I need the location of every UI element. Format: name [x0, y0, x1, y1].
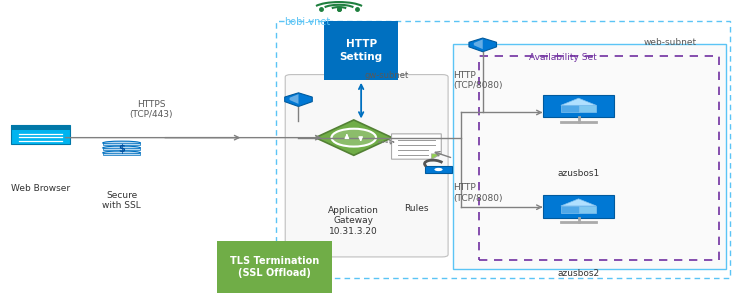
Ellipse shape — [102, 146, 141, 150]
Text: Rules: Rules — [404, 204, 429, 213]
Bar — [324, 21, 398, 80]
Text: Secure
with SSL: Secure with SSL — [102, 191, 141, 210]
Ellipse shape — [102, 141, 141, 145]
Polygon shape — [431, 154, 441, 159]
Text: HTTPS
(TCP/443): HTTPS (TCP/443) — [129, 100, 173, 119]
Bar — [102, 148, 141, 150]
Text: azusbos1: azusbos1 — [557, 169, 600, 178]
Text: Web Browser: Web Browser — [11, 184, 70, 192]
Ellipse shape — [102, 151, 141, 155]
Bar — [102, 153, 141, 155]
Text: TLS Termination
(SSL Offload): TLS Termination (SSL Offload) — [230, 256, 319, 278]
Bar — [425, 166, 452, 173]
Polygon shape — [561, 206, 579, 213]
Polygon shape — [469, 38, 497, 52]
Polygon shape — [315, 120, 392, 155]
Polygon shape — [474, 39, 483, 49]
Circle shape — [330, 128, 377, 147]
Polygon shape — [579, 105, 596, 112]
Text: azusbos2: azusbos2 — [557, 269, 600, 278]
Bar — [102, 143, 141, 145]
Text: HTTP
(TCP/8080): HTTP (TCP/8080) — [453, 183, 503, 203]
Text: $: $ — [118, 144, 125, 155]
Circle shape — [434, 168, 443, 171]
Text: Availability Set: Availability Set — [529, 53, 597, 62]
Text: HTTP
Setting: HTTP Setting — [340, 39, 383, 62]
Text: web-subnet: web-subnet — [643, 38, 696, 47]
Polygon shape — [561, 105, 579, 112]
Text: bobi-vnet: bobi-vnet — [284, 17, 330, 27]
Text: HTTP
(TCP/8080): HTTP (TCP/8080) — [453, 71, 503, 90]
Bar — [276, 21, 730, 278]
Polygon shape — [290, 94, 298, 104]
Polygon shape — [284, 93, 312, 107]
Polygon shape — [579, 206, 596, 213]
Bar — [217, 241, 332, 293]
Polygon shape — [391, 134, 441, 159]
Polygon shape — [561, 98, 596, 105]
Polygon shape — [561, 199, 596, 206]
Bar — [453, 44, 726, 269]
Bar — [543, 95, 614, 118]
Text: gw-subnet: gw-subnet — [365, 71, 409, 80]
Bar — [479, 56, 719, 260]
Bar — [543, 195, 614, 218]
Bar — [10, 125, 70, 130]
Bar — [10, 126, 70, 144]
FancyBboxPatch shape — [285, 75, 448, 257]
Text: Application
Gateway
10.31.3.20: Application Gateway 10.31.3.20 — [328, 206, 380, 236]
